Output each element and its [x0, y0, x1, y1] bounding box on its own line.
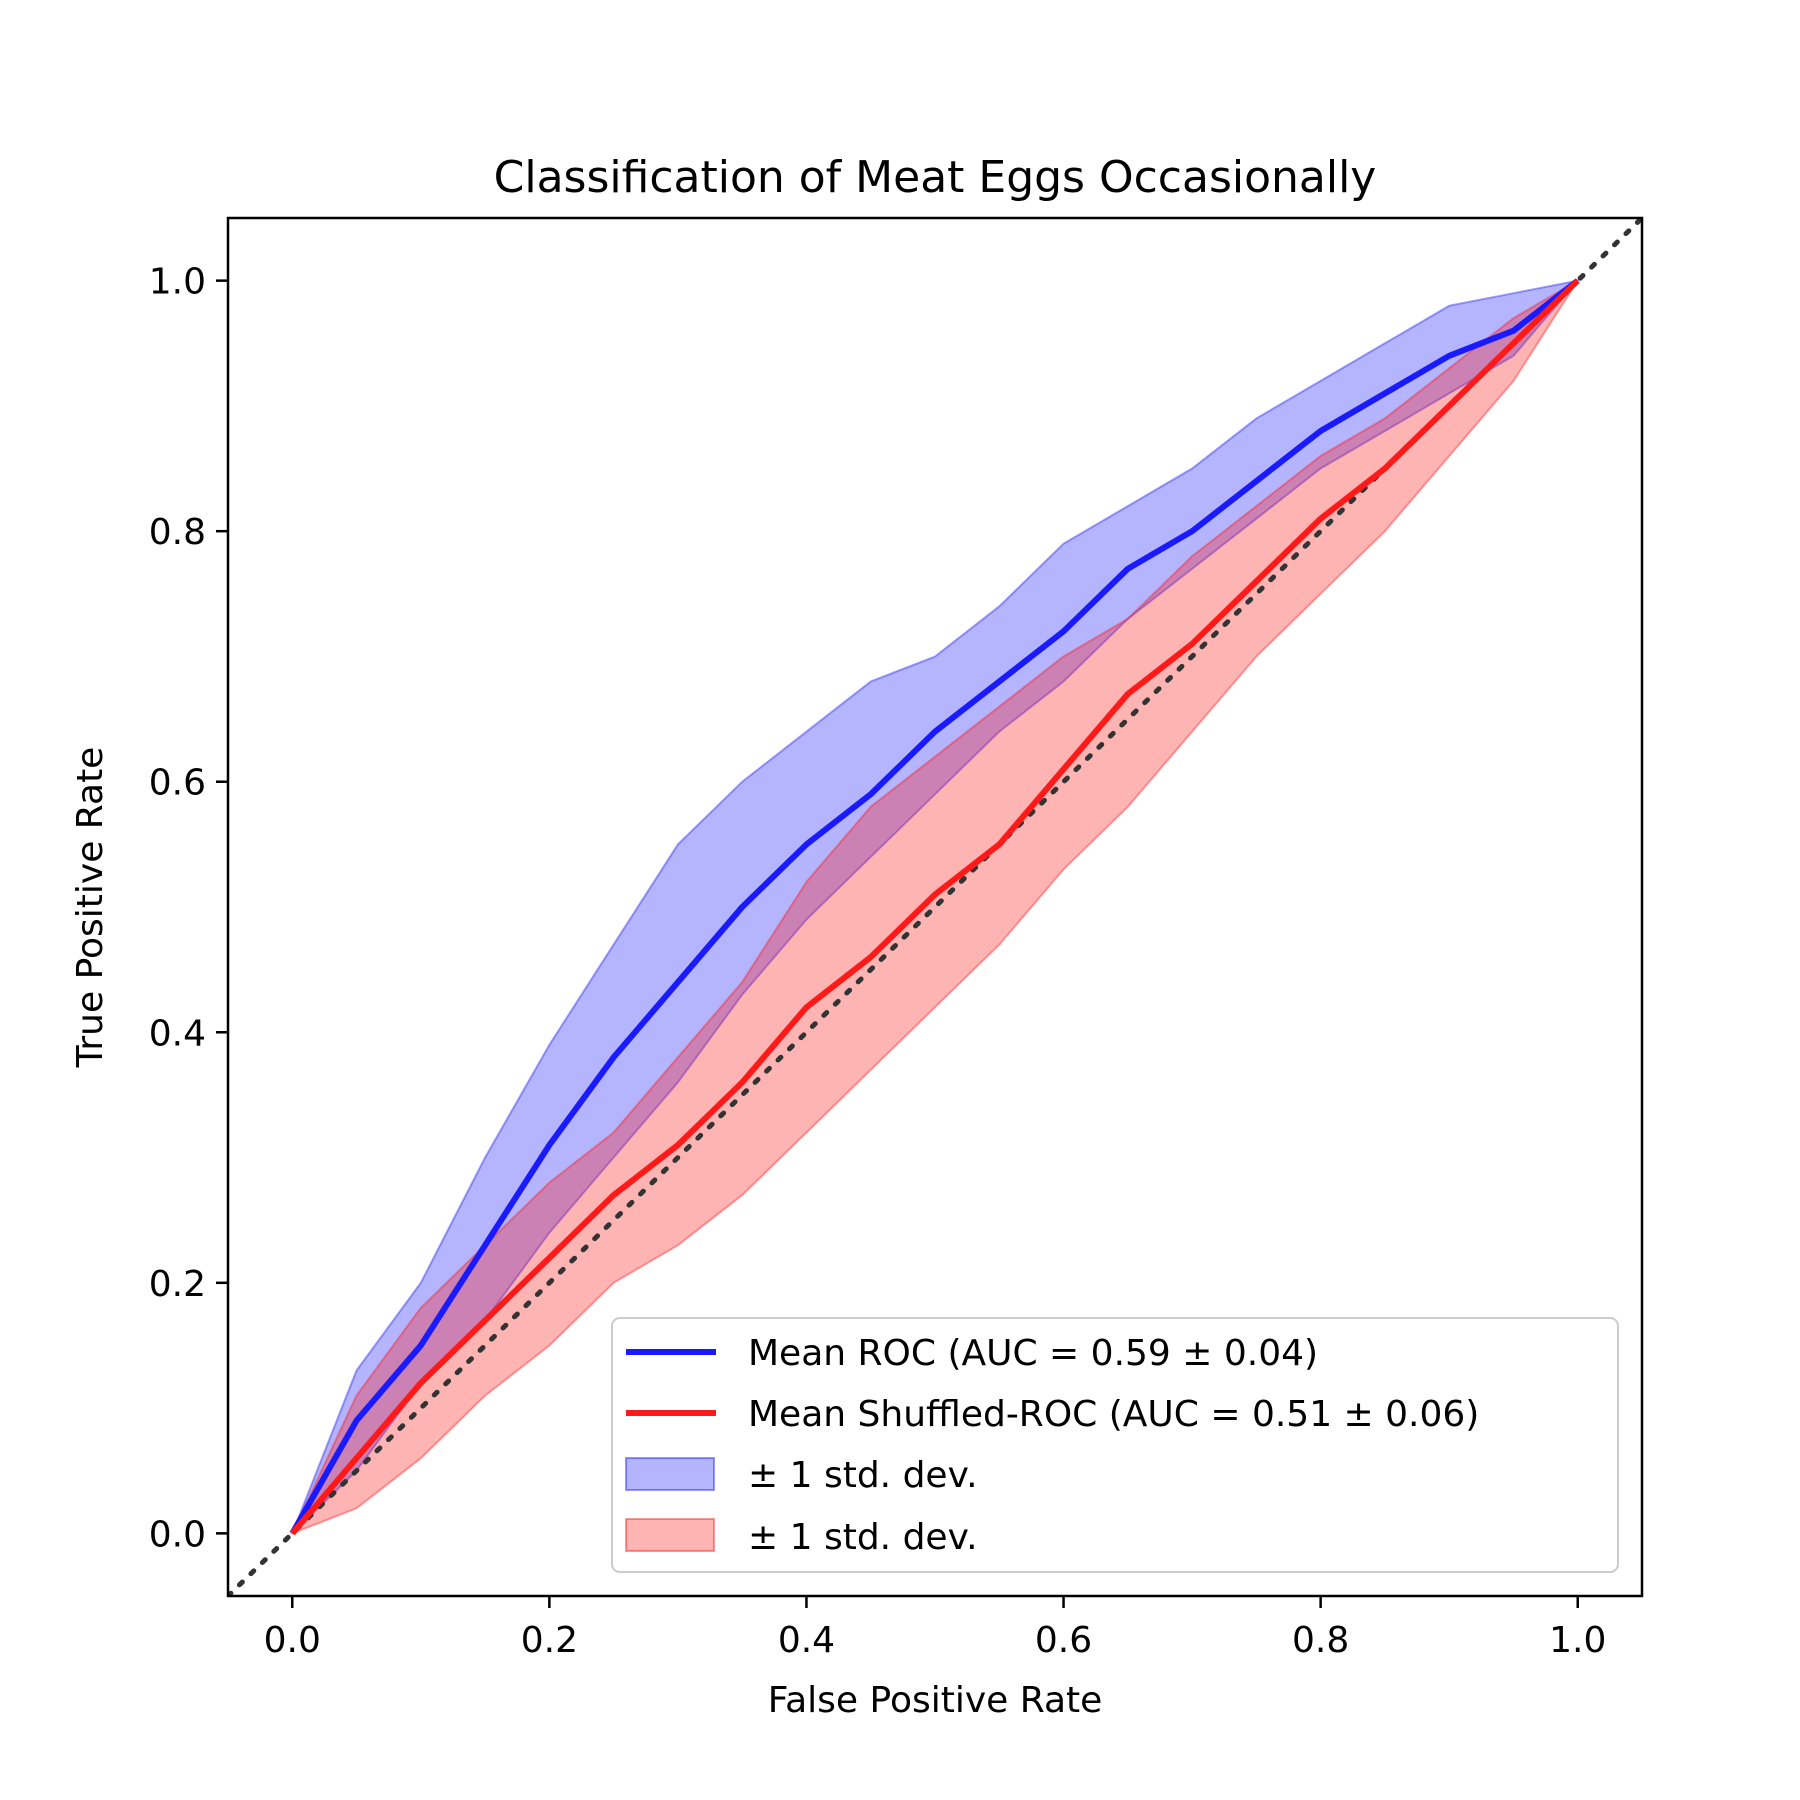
legend: Mean ROC (AUC = 0.59 ± 0.04) Mean Shuffl… — [611, 1317, 1619, 1573]
legend-label-red-band: ± 1 std. dev. — [748, 1517, 978, 1558]
x-tick-label: 1.0 — [1549, 1620, 1606, 1661]
x-axis-ticks: 0.0 0.2 0.4 0.6 0.8 1.0 — [264, 1596, 1606, 1661]
y-tick-label: 0.6 — [149, 763, 206, 804]
series-line-shuffled-roc — [290, 278, 1580, 1536]
y-axis-ticks: 0.0 0.2 0.4 0.6 0.8 1.0 — [149, 262, 228, 1555]
x-tick-label: 0.6 — [1035, 1620, 1092, 1661]
y-tick-label: 0.0 — [149, 1514, 206, 1555]
series-lines — [289, 278, 1580, 1536]
x-tick-label: 0.8 — [1292, 1620, 1349, 1661]
series-line-mean-roc — [289, 278, 1580, 1535]
y-axis-label: True Positive Rate — [70, 747, 111, 1069]
plot-frame — [226, 216, 1644, 1598]
x-axis-label: False Positive Rate — [768, 1680, 1103, 1721]
x-tick-label: 0.4 — [778, 1620, 835, 1661]
legend-swatch-blue-band — [625, 1457, 715, 1491]
legend-swatch-red-band — [625, 1518, 715, 1552]
legend-label-shuffled-roc: Mean Shuffled-ROC (AUC = 0.51 ± 0.06) — [748, 1394, 1479, 1435]
x-tick-label: 0.0 — [264, 1620, 321, 1661]
y-tick-label: 1.0 — [149, 262, 206, 303]
x-tick-label: 0.2 — [521, 1620, 578, 1661]
y-tick-label: 0.4 — [149, 1013, 206, 1054]
chart-title: Classification of Meat Eggs Occasionally — [494, 152, 1377, 203]
legend-label-blue-band: ± 1 std. dev. — [748, 1455, 978, 1496]
y-tick-label: 0.8 — [149, 512, 206, 553]
y-tick-label: 0.2 — [149, 1264, 206, 1305]
legend-label-mean-roc: Mean ROC (AUC = 0.59 ± 0.04) — [748, 1333, 1318, 1374]
legend-box — [611, 1317, 1619, 1573]
